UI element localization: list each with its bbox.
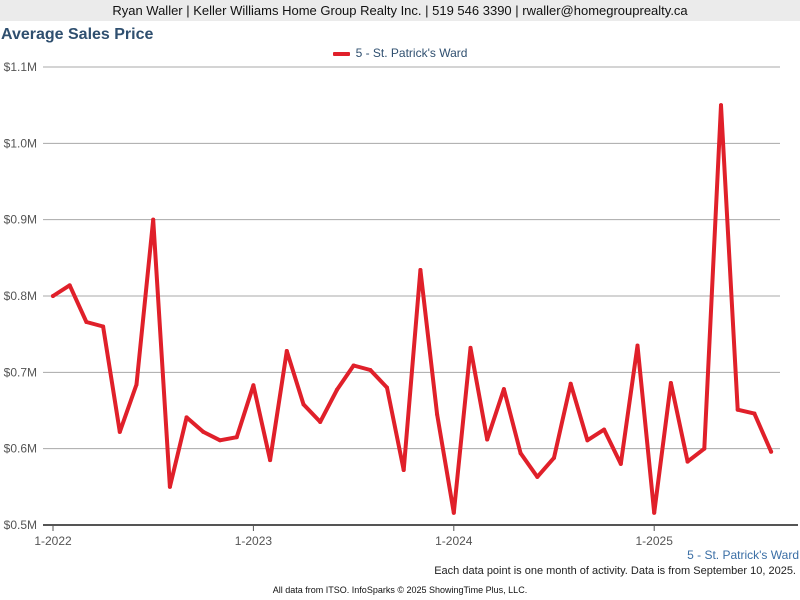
chart-legend[interactable]: 5 - St. Patrick's Ward (0, 46, 800, 60)
x-tick-label: 1-2024 (435, 534, 473, 548)
data-point (51, 294, 55, 298)
data-point (568, 381, 573, 386)
data-point (167, 484, 172, 489)
data-point (201, 429, 206, 434)
x-axis-labels: 1-2022 1-2023 1-2024 1-2025 (34, 534, 673, 548)
series-line (51, 103, 774, 515)
data-point (151, 217, 156, 222)
data-point (117, 429, 122, 434)
data-point (318, 419, 323, 424)
data-point (368, 368, 373, 373)
data-point (268, 458, 273, 463)
data-point (518, 451, 523, 456)
data-point (668, 381, 673, 386)
data-point (602, 427, 607, 432)
series-layer (51, 103, 774, 515)
contact-banner: Ryan Waller | Keller Williams Home Group… (0, 0, 800, 21)
data-point (585, 438, 590, 443)
data-point (451, 510, 456, 515)
x-tick-label: 1-2025 (636, 534, 674, 548)
y-tick-label: $1.1M (4, 60, 37, 74)
data-point (468, 345, 473, 350)
y-tick-label: $0.9M (4, 213, 37, 227)
y-tick-label: $0.5M (4, 518, 37, 532)
contact-text: Ryan Waller | Keller Williams Home Group… (112, 3, 688, 18)
data-credit: All data from ITSO. InfoSparks © 2025 Sh… (272, 585, 528, 595)
y-axis-labels: $0.5M $0.6M $0.7M $0.8M $0.9M $1.0M $1.1M (4, 60, 37, 532)
data-point (101, 324, 106, 329)
data-point (485, 437, 490, 442)
data-footnote: Each data point is one month of activity… (434, 565, 796, 577)
data-point (652, 510, 657, 515)
data-point (418, 268, 423, 273)
data-point (251, 383, 256, 388)
data-point (218, 438, 222, 443)
data-point (735, 407, 740, 412)
data-point (234, 435, 239, 440)
y-tick-label: $1.0M (4, 136, 37, 150)
data-point (284, 348, 289, 353)
x-tick-label: 1-2022 (34, 534, 72, 548)
data-point (702, 446, 707, 451)
data-point (752, 411, 757, 416)
data-point (535, 474, 540, 479)
x-tick-label: 1-2023 (235, 534, 273, 548)
x-axis (43, 524, 798, 531)
data-point (435, 412, 440, 417)
data-point (134, 382, 139, 387)
data-point (635, 343, 640, 348)
data-point (301, 402, 306, 407)
legend-label: 5 - St. Patrick's Ward (355, 46, 468, 60)
data-point (385, 385, 389, 390)
data-point (67, 283, 72, 288)
series-end-label: 5 - St. Patrick's Ward (687, 548, 799, 562)
y-tick-label: $0.6M (4, 442, 37, 456)
data-point (184, 415, 189, 420)
data-point (618, 461, 623, 466)
y-tick-label: $0.7M (4, 365, 37, 379)
data-point (351, 363, 356, 368)
data-point (501, 387, 506, 392)
data-point (334, 387, 339, 392)
data-point (552, 455, 556, 460)
data-point (401, 468, 406, 473)
data-point (769, 449, 774, 454)
y-tick-label: $0.8M (4, 289, 37, 303)
chart-title: Average Sales Price (1, 26, 154, 43)
data-point (84, 319, 89, 324)
data-point (719, 103, 723, 108)
legend-swatch (332, 51, 350, 56)
data-point (685, 459, 690, 464)
data-points (51, 103, 774, 515)
